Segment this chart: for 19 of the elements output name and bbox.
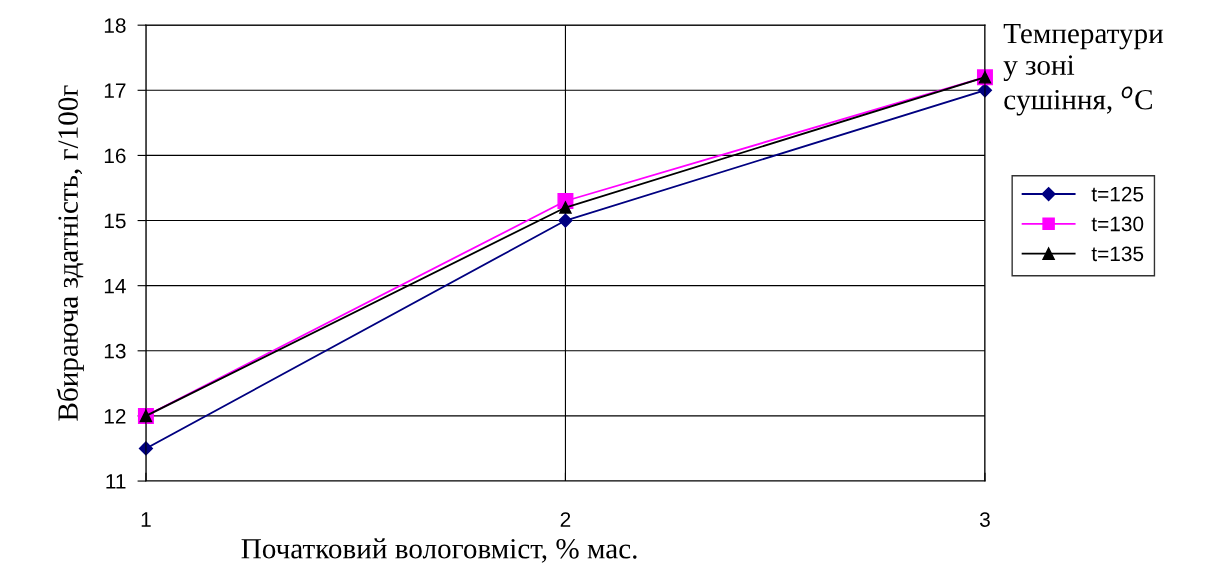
- x-axis-title: Початковий вологовміст, % мас.: [241, 538, 637, 563]
- legend-label: t=125: [1091, 186, 1144, 202]
- y-tick-label: 18: [104, 18, 126, 33]
- point: [559, 201, 572, 214]
- legend-label: t=130: [1091, 216, 1144, 232]
- legend-label: t=135: [1091, 246, 1144, 262]
- legend-title: Температури у зоні сушіння, $^{o}$C: [1003, 23, 1164, 116]
- x-tick-label: 1: [141, 512, 151, 527]
- point: [558, 213, 573, 228]
- y-tick-label: 15: [104, 213, 126, 229]
- y-tick-label: 12: [104, 408, 126, 424]
- y-axis-title: Вбираюча здатність, г/100г: [56, 85, 84, 421]
- x-tick-label: 2: [560, 512, 571, 527]
- y-tick-label: 13: [104, 343, 126, 359]
- y-tick-label: 14: [104, 278, 126, 294]
- y-tick-label: 17: [104, 83, 126, 98]
- x-tick-label: 3: [979, 512, 990, 527]
- y-tick-label: 11: [106, 474, 126, 489]
- y-tick-label: 16: [104, 148, 126, 164]
